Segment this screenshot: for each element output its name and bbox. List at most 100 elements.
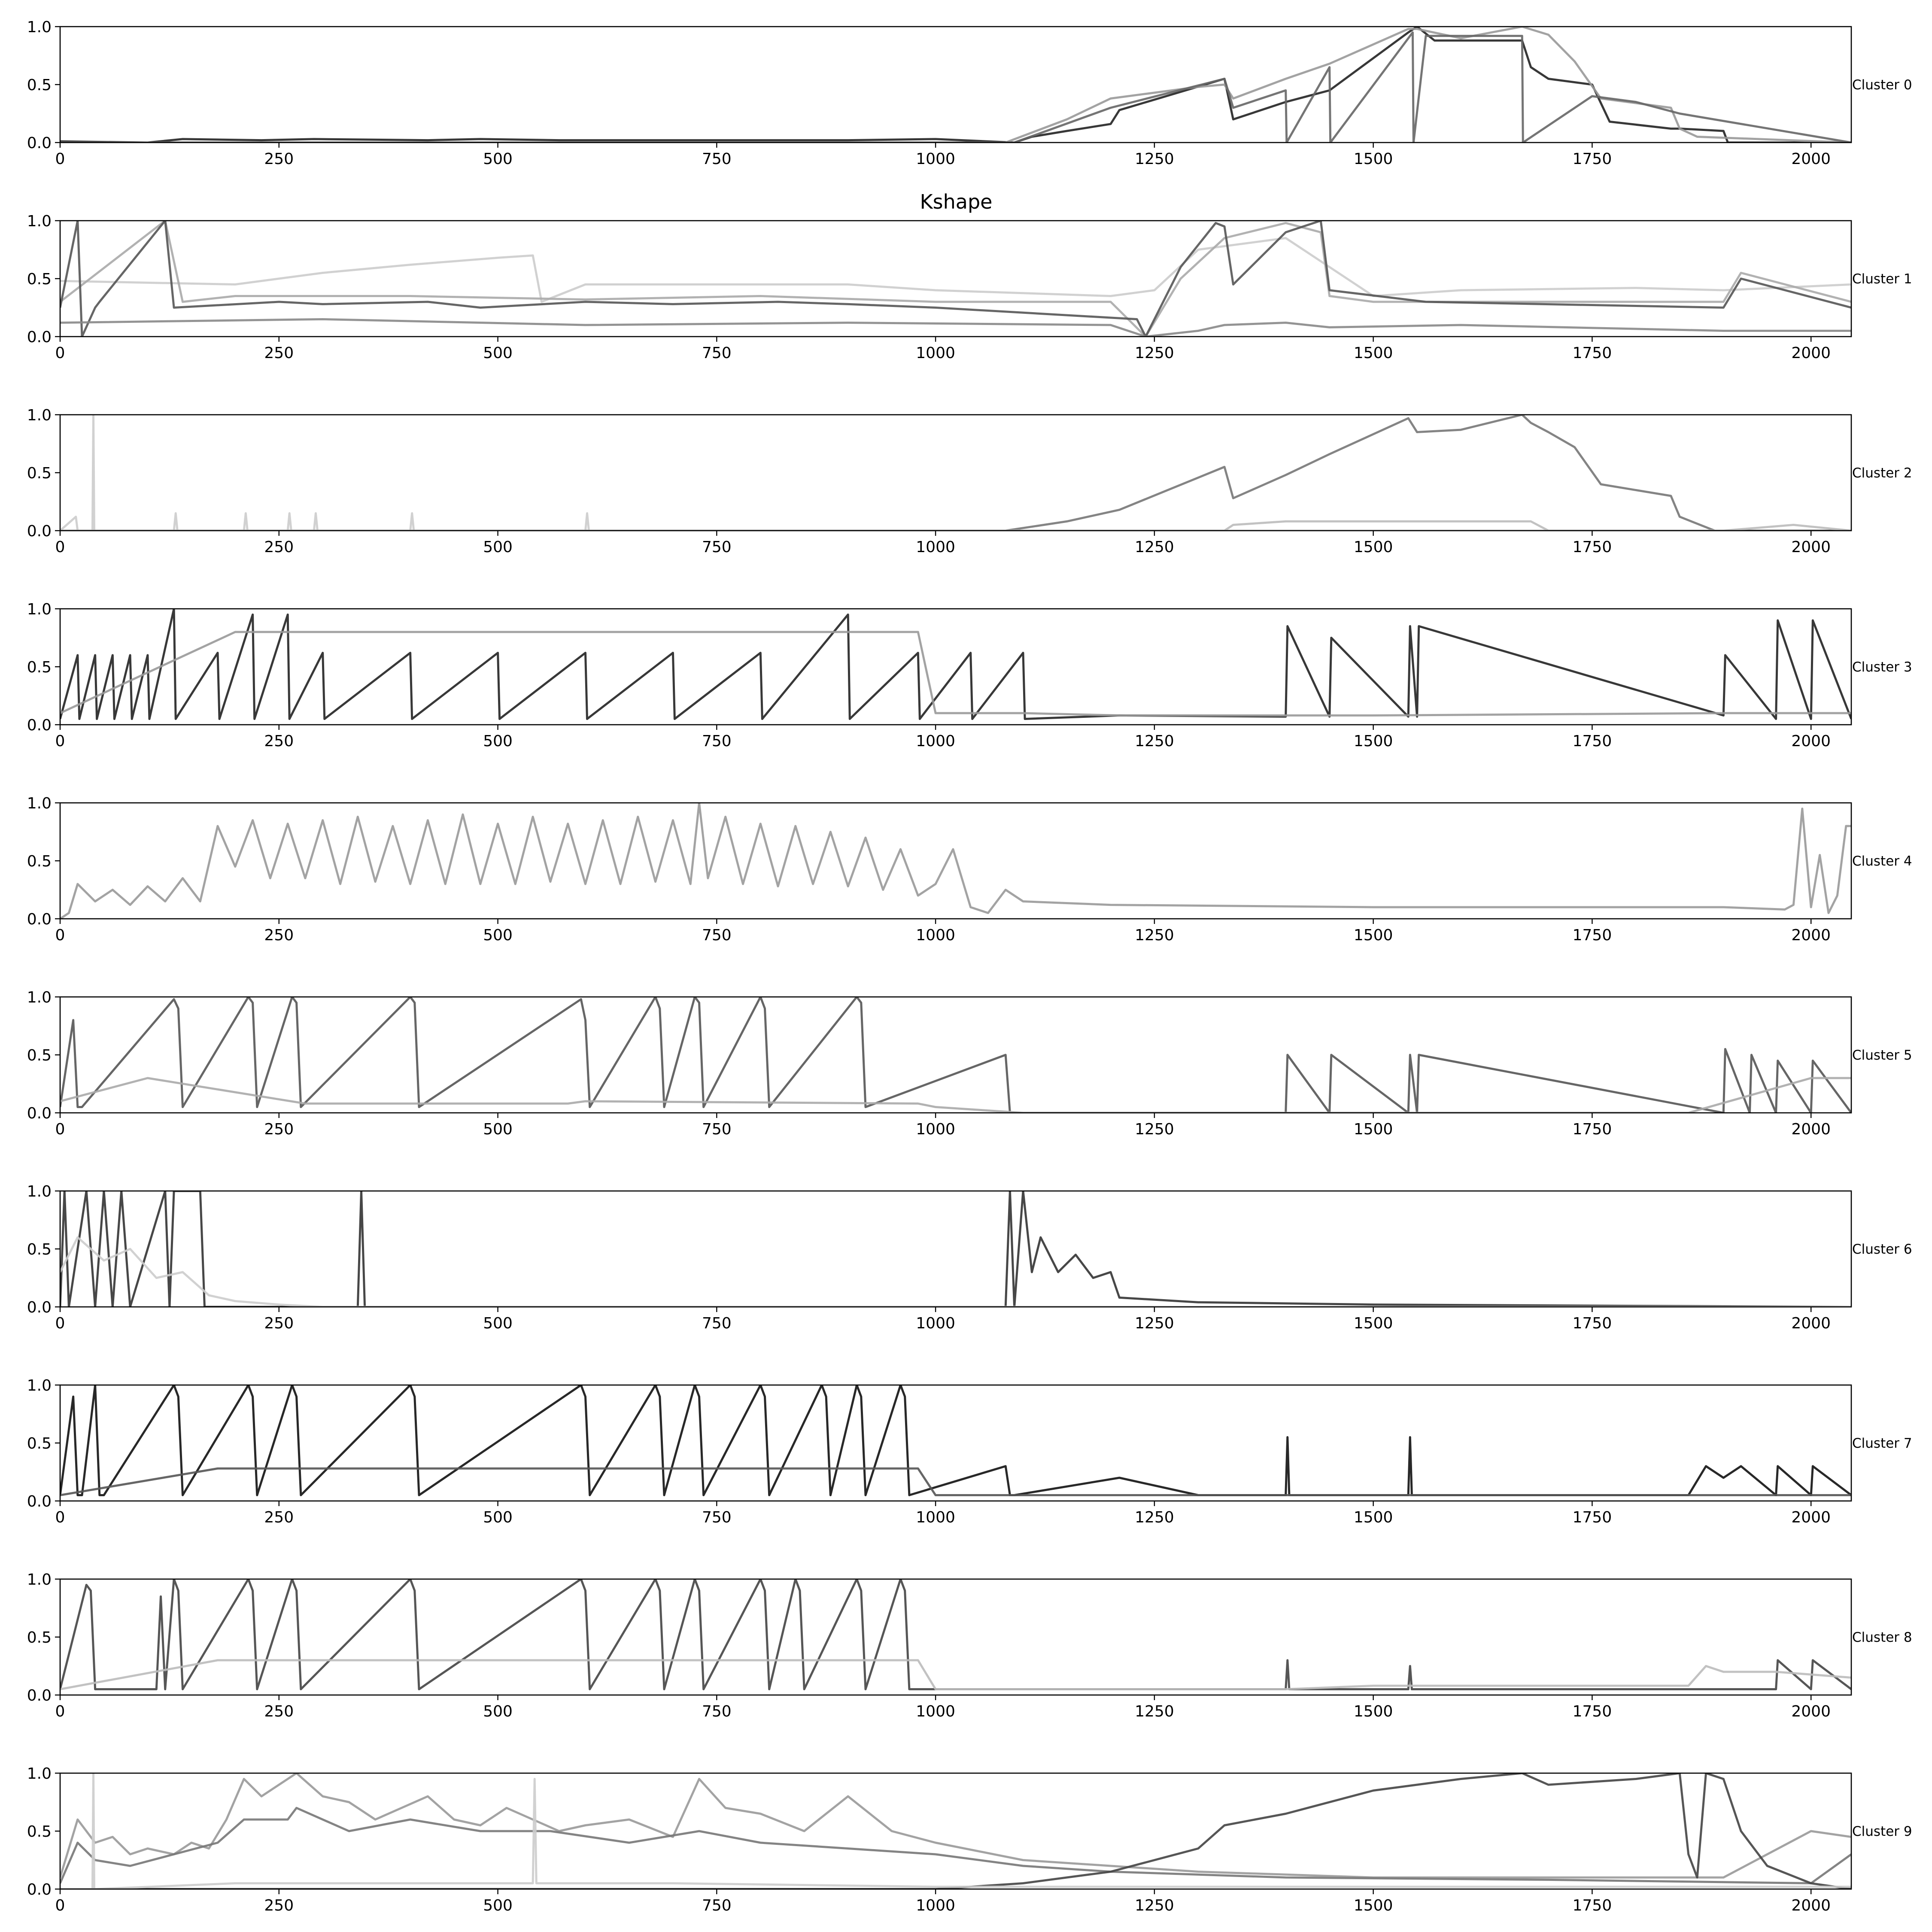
x-tick-label: 1250 xyxy=(1135,732,1174,750)
x-tick-label: 1250 xyxy=(1135,1897,1174,1914)
x-tick-label: 2000 xyxy=(1791,1703,1831,1720)
y-tick-label: 1.0 xyxy=(27,795,52,812)
x-tick-label: 500 xyxy=(483,344,513,362)
x-tick-label: 1000 xyxy=(916,538,955,556)
series-line-1 xyxy=(60,27,1851,143)
x-tick-label: 500 xyxy=(483,1509,513,1526)
y-tick-label: 0.5 xyxy=(27,1241,52,1258)
series-group xyxy=(60,1191,1851,1307)
cluster-label: Cluster 8 xyxy=(1852,1630,1912,1645)
figure-title: Kshape xyxy=(920,190,993,213)
x-tick-label: 1750 xyxy=(1573,1509,1612,1526)
x-tick-label: 1750 xyxy=(1573,1121,1612,1138)
y-tick-label: 0.5 xyxy=(27,659,52,676)
x-tick-label: 750 xyxy=(702,1509,732,1526)
series-line-3 xyxy=(60,1773,1851,1889)
x-tick-label: 500 xyxy=(483,150,513,168)
plot-frame xyxy=(59,608,1852,726)
series-line-1 xyxy=(60,1467,1851,1496)
x-tick-label: 1000 xyxy=(916,344,955,362)
x-tick-label: 1000 xyxy=(916,1121,955,1138)
x-tick-label: 1500 xyxy=(1354,150,1393,168)
cluster-label: Cluster 4 xyxy=(1852,854,1912,869)
x-tick-label: 0 xyxy=(55,1121,65,1138)
x-tick-label: 750 xyxy=(702,538,732,556)
x-tick-label: 500 xyxy=(483,927,513,944)
y-tick-label: 0.5 xyxy=(27,465,52,482)
y-tick-label: 0.0 xyxy=(27,1105,52,1122)
x-tick-label: 750 xyxy=(702,344,732,362)
y-tick-label: 0.5 xyxy=(27,1435,52,1452)
y-tick-label: 0.0 xyxy=(27,522,52,540)
y-tick-label: 1.0 xyxy=(27,1571,52,1589)
cluster-label: Cluster 6 xyxy=(1852,1242,1912,1257)
series-line-0 xyxy=(60,1579,1851,1690)
cluster-panel-6: 0 250 500 750 1000 1250 1500 1750 2000 0.0 0.5 1.0 C… xyxy=(27,1183,1912,1332)
x-tick-label: 2000 xyxy=(1791,1897,1831,1914)
x-tick-label: 0 xyxy=(55,1897,65,1914)
x-tick-label: 2000 xyxy=(1791,1315,1831,1332)
x-tick-label: 250 xyxy=(264,1509,294,1526)
y-tick-label: 0.0 xyxy=(27,1299,52,1316)
cluster-panel-7: 0 250 500 750 1000 1250 1500 1750 2000 0.0 0.5 1.0 C… xyxy=(27,1377,1912,1526)
x-tick-label: 1750 xyxy=(1573,1703,1612,1720)
y-tick-label: 1.0 xyxy=(27,1377,52,1394)
cluster-label: Cluster 1 xyxy=(1852,271,1912,287)
x-tick-label: 1750 xyxy=(1573,1315,1612,1332)
series-group xyxy=(60,1579,1851,1690)
series-group xyxy=(60,1773,1851,1889)
series-group xyxy=(60,1385,1851,1496)
y-tick-label: 0.0 xyxy=(27,328,52,346)
y-tick-label: 1.0 xyxy=(27,18,52,36)
series-line-0 xyxy=(60,609,1851,720)
series-line-1 xyxy=(60,631,1851,717)
x-tick-label: 0 xyxy=(55,1703,65,1720)
x-tick-label: 1000 xyxy=(916,150,955,168)
x-tick-label: 1000 xyxy=(916,1703,955,1720)
y-tick-label: 0.5 xyxy=(27,853,52,870)
series-line-2 xyxy=(60,1773,1851,1889)
series-line-0 xyxy=(60,1191,1851,1307)
y-tick-label: 1.0 xyxy=(27,213,52,230)
x-tick-label: 750 xyxy=(702,150,732,168)
series-group xyxy=(60,415,1851,531)
x-tick-label: 1500 xyxy=(1354,1703,1393,1720)
x-tick-label: 500 xyxy=(483,1897,513,1914)
x-tick-label: 1750 xyxy=(1573,150,1612,168)
x-tick-label: 0 xyxy=(55,1315,65,1332)
x-tick-label: 250 xyxy=(264,1315,294,1332)
cluster-label: Cluster 7 xyxy=(1852,1436,1912,1451)
x-tick-label: 1500 xyxy=(1354,1315,1393,1332)
series-line-1 xyxy=(60,1236,1851,1307)
x-tick-label: 1750 xyxy=(1573,344,1612,362)
x-tick-label: 250 xyxy=(264,927,294,944)
x-tick-label: 1250 xyxy=(1135,344,1174,362)
x-tick-label: 2000 xyxy=(1791,538,1831,556)
series-group xyxy=(60,609,1851,720)
y-tick-label: 0.0 xyxy=(27,134,52,152)
series-line-1 xyxy=(60,221,1851,337)
x-tick-label: 500 xyxy=(483,1703,513,1720)
x-tick-label: 750 xyxy=(702,927,732,944)
x-tick-label: 2000 xyxy=(1791,150,1831,168)
y-tick-label: 1.0 xyxy=(27,407,52,424)
x-tick-label: 1000 xyxy=(916,1315,955,1332)
cluster-panel-9: 0 250 500 750 1000 1250 1500 1750 2000 0.0 0.5 1.0 C… xyxy=(27,1765,1912,1914)
x-tick-label: 250 xyxy=(264,538,294,556)
x-tick-label: 0 xyxy=(55,732,65,750)
series-line-2 xyxy=(60,221,1851,337)
y-tick-label: 1.0 xyxy=(27,601,52,618)
series-line-1 xyxy=(60,1659,1851,1690)
x-tick-label: 1250 xyxy=(1135,1121,1174,1138)
x-tick-label: 250 xyxy=(264,150,294,168)
x-tick-label: 1250 xyxy=(1135,150,1174,168)
cluster-panel-2: 0 250 500 750 1000 1250 1500 1750 2000 0.0 0.5 1.0 C… xyxy=(27,407,1912,556)
x-tick-label: 250 xyxy=(264,1897,294,1914)
plot-frame xyxy=(59,1772,1852,1890)
cluster-label: Cluster 9 xyxy=(1852,1824,1912,1839)
x-tick-label: 250 xyxy=(264,1121,294,1138)
plot-frame xyxy=(59,26,1852,143)
y-tick-label: 0.5 xyxy=(27,1047,52,1064)
cluster-label: Cluster 3 xyxy=(1852,659,1912,675)
